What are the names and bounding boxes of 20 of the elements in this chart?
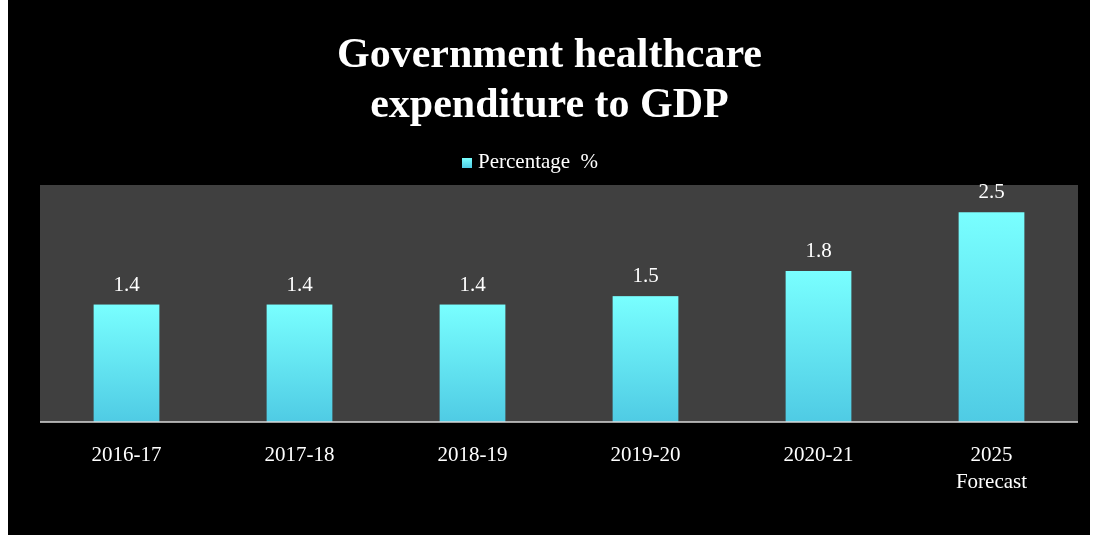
- bar: [785, 270, 852, 422]
- x-tick-label: 2019-20: [610, 442, 681, 466]
- x-tick-label: 2016-17: [91, 442, 162, 466]
- bar: [612, 296, 679, 422]
- data-label: 1.8: [805, 237, 832, 262]
- data-label: 1.4: [459, 271, 487, 296]
- bar: [958, 212, 1025, 422]
- bar: [439, 304, 506, 422]
- x-tick-label: 2018-19: [437, 442, 508, 466]
- data-label: 1.4: [113, 271, 141, 296]
- data-label: 2.5: [978, 179, 1005, 204]
- bar: [93, 304, 160, 422]
- x-tick-label: 2025 Forecast: [955, 442, 1028, 493]
- chart-title: Government healthcare expenditure to GDP: [337, 30, 762, 126]
- data-label: 1.4: [286, 271, 314, 296]
- legend-label: Percentage %: [478, 149, 599, 173]
- x-tick-label: 2020-21: [783, 442, 854, 466]
- bar: [266, 304, 333, 422]
- data-label: 1.5: [632, 263, 659, 288]
- x-tick-label: 2017-18: [264, 442, 335, 466]
